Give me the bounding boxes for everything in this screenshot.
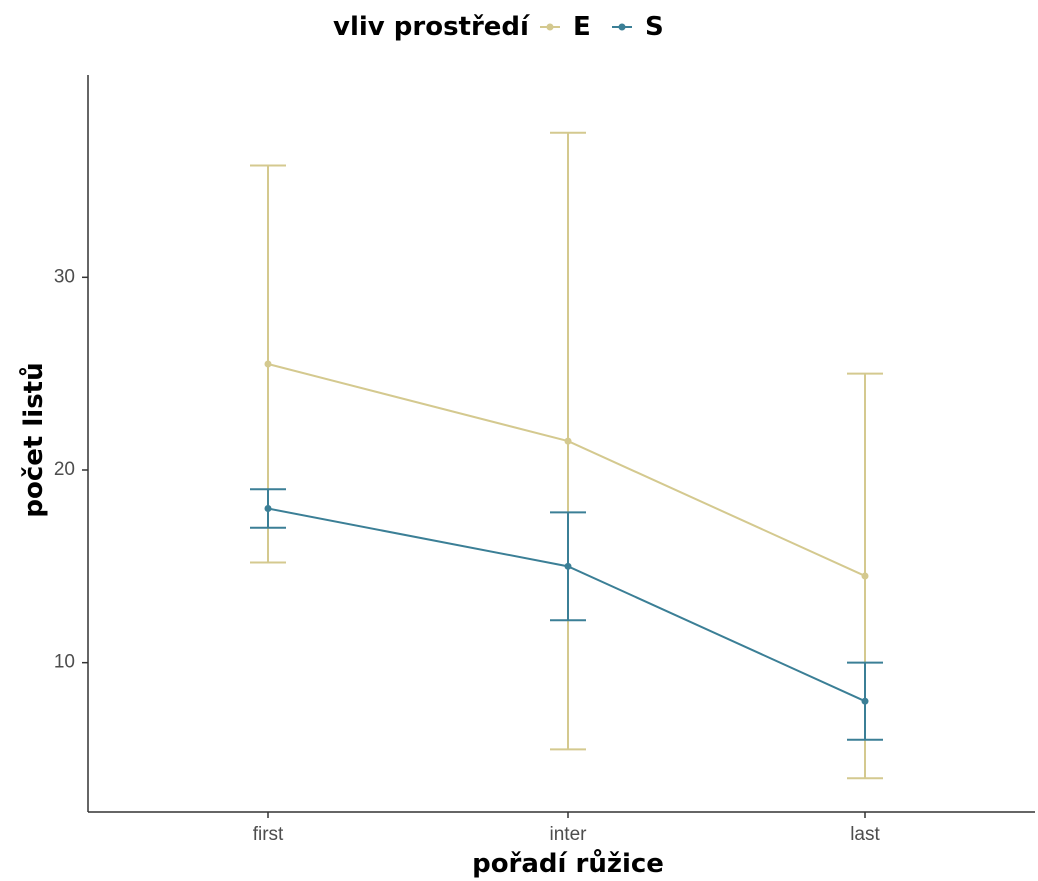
y-tick-label: 30	[54, 266, 75, 287]
x-tick-label: last	[850, 824, 880, 845]
legend-key-s-point	[618, 23, 626, 31]
series-line-s	[267, 507, 866, 703]
legend-key-e-point	[546, 23, 554, 31]
y-axis-title: počet listů	[18, 362, 49, 517]
y-ticks: 10 20 30	[54, 266, 88, 673]
legend: vliv prostředí E S	[333, 12, 664, 42]
legend-key-s	[612, 23, 632, 31]
legend-key-e	[540, 23, 560, 31]
series-line-e	[267, 363, 866, 577]
data-point-s	[564, 562, 572, 570]
y-tick-label: 20	[54, 459, 75, 480]
x-tick-label: first	[253, 824, 284, 845]
y-tick-label: 10	[54, 652, 75, 673]
data-point-e	[264, 360, 272, 368]
plot-area	[250, 131, 883, 780]
x-axis-title: pořadí růžice	[472, 848, 664, 879]
x-ticks: first inter last	[253, 812, 880, 845]
data-point-e	[564, 437, 572, 445]
data-point-s	[861, 697, 869, 705]
data-point-s	[264, 505, 272, 513]
legend-title: vliv prostředí	[333, 12, 531, 42]
legend-label-e: E	[573, 12, 591, 42]
data-point-e	[861, 572, 869, 580]
x-tick-label: inter	[550, 824, 588, 845]
legend-label-s: S	[645, 12, 664, 42]
